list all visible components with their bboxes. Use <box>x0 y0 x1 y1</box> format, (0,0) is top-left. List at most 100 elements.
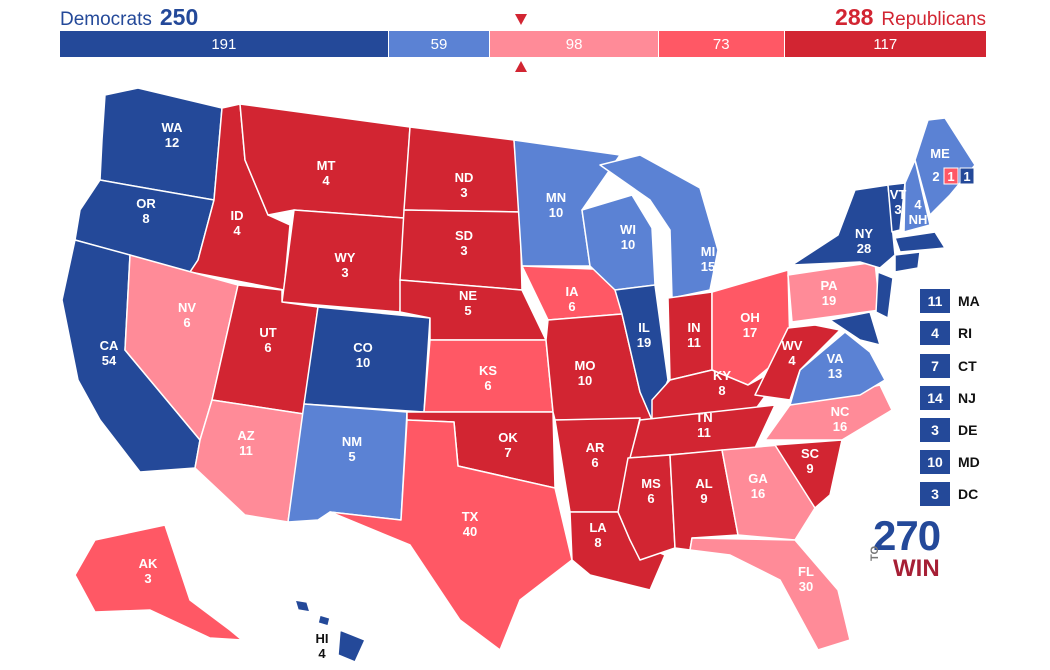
republicans-header: 288 Republicans <box>835 4 986 32</box>
state-vt[interactable] <box>887 182 906 233</box>
small-state-ev: 14 <box>920 386 950 410</box>
label-ak: AK 3 <box>139 556 158 586</box>
small-state-ev: 3 <box>920 418 950 442</box>
state-nc[interactable] <box>764 384 893 441</box>
state-ct[interactable] <box>894 251 921 273</box>
label-co: CO 10 <box>353 340 373 370</box>
label-sd: SD 3 <box>455 228 473 258</box>
label-nc: NC 16 <box>831 404 850 434</box>
label-tx: TX 40 <box>462 509 479 539</box>
logo-number: 270 <box>873 512 941 559</box>
small-state-ev: 3 <box>920 482 950 506</box>
label-me: ME <box>930 146 950 161</box>
label-az: AZ 11 <box>237 428 254 458</box>
small-state-ri[interactable]: 4 RI <box>920 321 972 345</box>
small-state-abbr: CT <box>958 358 977 374</box>
state-fl[interactable] <box>689 537 851 651</box>
state-mi[interactable] <box>599 154 719 299</box>
label-id: ID 4 <box>231 208 244 238</box>
small-state-md[interactable]: 10 MD <box>920 450 980 474</box>
maine-district-boxes: 1 1 <box>943 167 975 185</box>
state-nj[interactable] <box>875 271 894 319</box>
label-ok: OK 7 <box>498 430 518 460</box>
logo-to: TO <box>869 545 881 561</box>
maine-district-1-box[interactable] <box>959 167 975 185</box>
label-nh: 4 NH <box>909 197 928 227</box>
majority-marker-bottom-icon <box>515 61 527 72</box>
label-il: IL 19 <box>637 320 651 350</box>
republicans-label: Republicans <box>881 9 986 30</box>
state-hi-islands[interactable] <box>294 599 331 627</box>
majority-marker-top-icon <box>515 14 527 25</box>
label-ny: NY 28 <box>855 226 873 256</box>
electoral-vote-bar: 191 59 98 73 117 <box>60 31 986 57</box>
democrats-label: Democrats <box>60 9 152 30</box>
small-state-ct[interactable]: 7 CT <box>920 354 977 378</box>
logo-win: WIN <box>893 555 940 582</box>
label-nd: ND 3 <box>455 170 474 200</box>
label-ut: UT 6 <box>259 325 276 355</box>
label-oh: OH 17 <box>740 310 760 340</box>
label-me-ev: 2 <box>932 169 939 184</box>
small-state-abbr: DC <box>958 486 979 502</box>
bar-segment-solid-dem[interactable]: 191 <box>60 31 389 57</box>
label-ky: KY 8 <box>713 368 731 398</box>
label-ar: AR 6 <box>586 440 605 470</box>
republicans-total: 288 <box>835 4 874 30</box>
label-ga: GA 16 <box>748 471 768 501</box>
label-va: VA 13 <box>826 351 844 381</box>
state-wv[interactable] <box>754 324 841 401</box>
state-nh[interactable] <box>903 159 931 233</box>
state-md[interactable] <box>829 311 881 346</box>
label-wi: WI 10 <box>620 222 636 252</box>
label-mi: MI 15 <box>701 244 715 274</box>
state-sc[interactable] <box>774 439 843 509</box>
label-tn: TN 11 <box>695 410 712 440</box>
small-state-abbr: MD <box>958 454 980 470</box>
label-vt: VT 3 <box>890 187 907 217</box>
label-ne: NE 5 <box>459 288 477 318</box>
state-ma[interactable] <box>894 231 946 253</box>
label-sc: SC 9 <box>801 446 820 476</box>
label-nm: NM 5 <box>342 434 362 464</box>
label-wy: WY 3 <box>335 250 356 280</box>
bar-segment-likely-dem[interactable]: 59 <box>388 31 491 57</box>
state-ny[interactable] <box>791 184 896 269</box>
state-az[interactable] <box>194 399 305 523</box>
state-me[interactable] <box>914 117 976 216</box>
small-state-ev: 11 <box>920 289 950 313</box>
label-mn: MN 10 <box>546 190 566 220</box>
small-state-dc[interactable]: 3 DC <box>920 482 978 506</box>
bar-segment-leans-rep[interactable]: 98 <box>490 31 659 57</box>
label-ms: MS 6 <box>641 476 661 506</box>
label-wa: WA 12 <box>162 120 184 150</box>
270towin-logo[interactable]: 270 TO WIN <box>869 512 941 583</box>
label-wv: WV 4 <box>782 338 803 368</box>
small-state-de[interactable]: 3 DE <box>920 418 977 442</box>
label-hi: HI 4 <box>316 631 329 661</box>
maine-district-1-ev: 1 <box>963 169 970 184</box>
small-state-abbr: NJ <box>958 390 976 406</box>
small-state-ma[interactable]: 11 MA <box>920 289 980 313</box>
label-al: AL 9 <box>695 476 712 506</box>
small-state-nj[interactable]: 14 NJ <box>920 386 976 410</box>
small-state-ev: 4 <box>920 321 950 345</box>
state-tx[interactable] <box>329 419 573 651</box>
label-ca: CA 54 <box>100 338 119 368</box>
maine-district-2-ev: 1 <box>947 169 954 184</box>
democrats-total: 250 <box>159 4 199 30</box>
small-state-abbr: DE <box>958 422 978 438</box>
label-ks: KS 6 <box>479 363 497 393</box>
maine-district-2-box[interactable] <box>943 167 959 185</box>
small-state-abbr: MA <box>958 293 980 309</box>
label-pa: PA 19 <box>820 278 838 308</box>
bar-segment-likely-rep[interactable]: 73 <box>658 31 785 57</box>
label-nv: NV 6 <box>178 300 196 330</box>
bar-segment-solid-rep[interactable]: 117 <box>784 31 986 57</box>
label-la: LA 8 <box>589 520 607 550</box>
democrats-header: Democrats 250 <box>60 4 198 32</box>
small-state-ev: 7 <box>920 354 950 378</box>
state-hi[interactable] <box>337 629 366 663</box>
state-ak[interactable] <box>74 524 243 641</box>
